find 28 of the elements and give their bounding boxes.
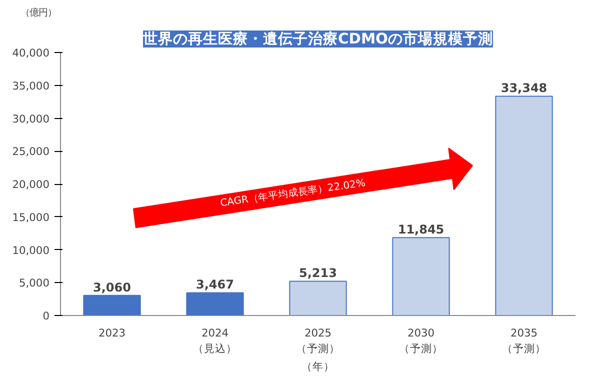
data-label: 3,467 [196, 278, 234, 292]
data-label: 5,213 [299, 266, 337, 280]
y-axis-title: （億円） [20, 8, 56, 18]
data-label: 11,845 [398, 222, 444, 237]
data-label: 3,060 [93, 280, 131, 294]
x-tick-label: 2023 [98, 326, 126, 340]
bar [495, 96, 553, 316]
bar [186, 292, 244, 316]
x-tick-label: 2024 （見込） [193, 326, 237, 356]
x-axis-title: （年） [302, 360, 334, 374]
y-tick-label: 10,000 [12, 244, 50, 257]
y-tick-label: 0 [42, 310, 50, 322]
x-tick-label: 2025 （予測） [296, 326, 340, 356]
bar [392, 237, 450, 316]
data-label: 33,348 [500, 81, 548, 96]
y-tick-label: 40,000 [12, 46, 50, 60]
chart-title: 世界の再生医療・遺伝子治療CDMOの市場規模予測 [142, 30, 493, 48]
y-tick-label: 25,000 [12, 145, 50, 158]
y-tick-label: 5,000 [18, 276, 50, 290]
y-tick-label: 35,000 [12, 79, 50, 92]
y-tick-label: 20,000 [12, 178, 50, 191]
bar [289, 280, 347, 316]
annotation: CAGR（年平均成長率）22.02% [220, 176, 366, 210]
x-tick-label: 2035 （予測） [502, 326, 546, 356]
x-tick-label: 2030 （予測） [399, 326, 443, 356]
y-tick-label: 15,000 [12, 210, 50, 224]
y-tick-label: 30,000 [12, 112, 50, 126]
bar [83, 294, 141, 316]
